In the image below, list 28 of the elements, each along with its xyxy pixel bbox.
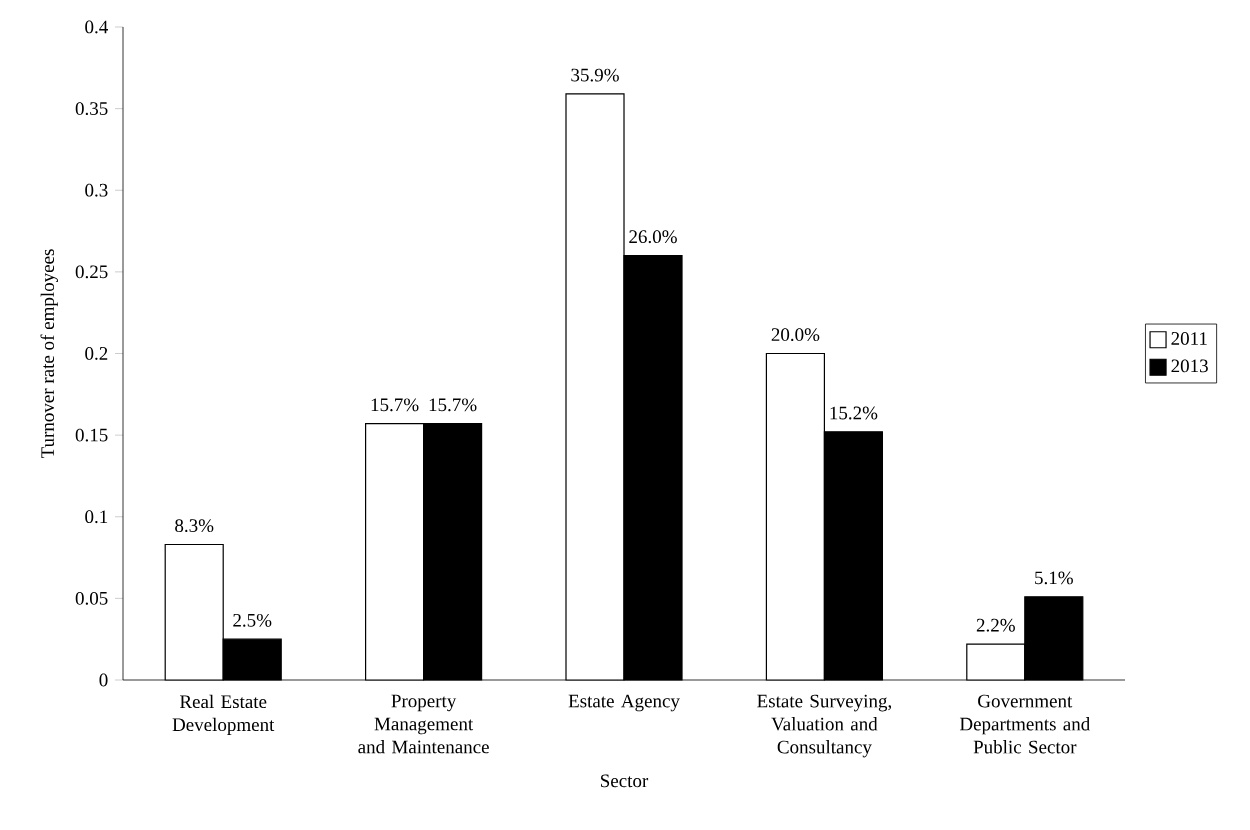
data-label: 2.2% <box>976 618 1015 632</box>
y-tick-label: 0.3 <box>85 183 108 197</box>
x-tick-label: Real Estate Development <box>172 694 275 735</box>
x-tick-label: Government Departments and Public Sector <box>959 694 1091 754</box>
y-tick-label: 0.25 <box>75 265 108 279</box>
data-label: 2.5% <box>233 613 272 627</box>
data-label: 26.0% <box>629 230 677 244</box>
x-tick-label: Property Management and Maintenance <box>358 694 489 754</box>
data-label: 5.1% <box>1035 571 1073 585</box>
y-tick-label: 0.05 <box>75 591 108 605</box>
y-tick-label: 0.1 <box>85 510 108 524</box>
y-tick-label: 0 <box>99 673 108 687</box>
y-tick-label: 0.35 <box>75 102 108 116</box>
data-label: 15.7% <box>429 398 477 412</box>
data-label: 15.7% <box>371 398 419 412</box>
y-axis-title: Turnover rate of employees <box>40 249 58 459</box>
data-label: 35.9% <box>571 68 619 82</box>
legend-label: 2011 <box>1171 332 1207 345</box>
data-label: 15.2% <box>830 406 878 420</box>
y-tick-label: 0.2 <box>85 347 108 360</box>
data-label: 20.0% <box>771 328 820 342</box>
x-tick-label: Estate Surveying, Valuation and Consultancy <box>757 694 892 758</box>
x-tick-label: Estate Agency <box>568 694 680 712</box>
y-tick-label: 0.15 <box>75 428 108 442</box>
x-axis-title: Sector <box>601 774 649 788</box>
legend-label: 2013 <box>1171 359 1208 373</box>
y-tick-label: 0.4 <box>85 20 108 34</box>
data-label: 8.3% <box>175 519 214 533</box>
